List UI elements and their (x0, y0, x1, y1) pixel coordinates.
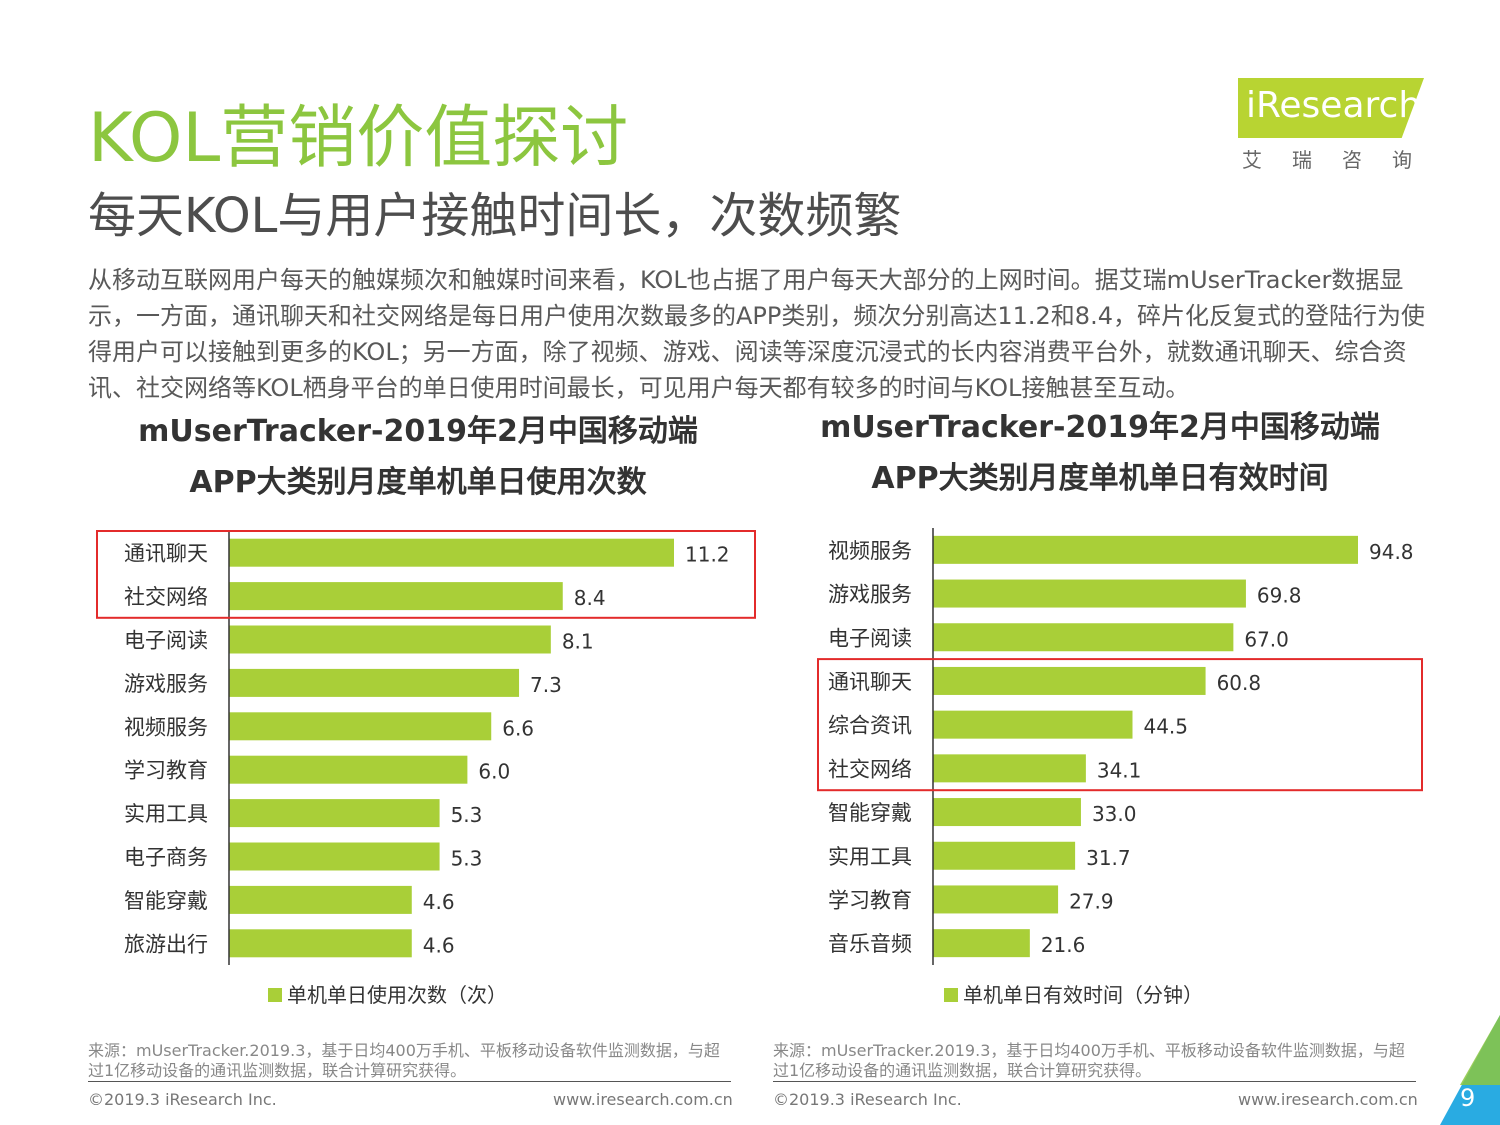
chart-2-bar (933, 623, 1234, 652)
chart-1-category-label: 智能穿戴 (124, 889, 208, 913)
website-left: www.iresearch.com.cn (553, 1090, 733, 1109)
chart-2-category-label: 实用工具 (828, 845, 912, 869)
chart-1-bar (229, 842, 440, 871)
chart-1-highlight-box (96, 530, 756, 619)
chart-2-bar (933, 798, 1081, 827)
chart-2-value-label: 67.0 (1244, 627, 1289, 651)
chart-2-bar (933, 754, 1086, 783)
chart-2-title-line1: mUserTracker-2019年2月中国移动端 (820, 410, 1380, 445)
chart-1-bar (229, 668, 520, 697)
chart-2-category-label: 电子阅读 (828, 626, 912, 650)
chart-1-bar (229, 538, 674, 567)
chart-1-title-line2: APP大类别月度单机单日使用次数 (189, 465, 647, 500)
chart-2-highlight-box (817, 658, 1423, 792)
chart-2-value-label: 31.7 (1086, 846, 1131, 870)
logo-banner (1238, 78, 1424, 138)
logo-subtext: 艾瑞咨询 (1242, 148, 1442, 172)
chart-1-source: 来源：mUserTracker.2019.3，基于日均400万手机、平板移动设备… (88, 1041, 720, 1080)
chart-1-category-label: 旅游出行 (124, 932, 208, 956)
chart-2-legend-swatch (944, 988, 958, 1002)
chart-1-category-label: 通讯聊天 (124, 542, 208, 566)
chart-2-category-label: 音乐音频 (828, 932, 912, 956)
chart-1-value-label: 8.4 (574, 586, 606, 610)
chart-2-category-label: 通讯聊天 (828, 670, 912, 694)
chart-2-category-label: 社交网络 (828, 757, 912, 781)
chart-2-value-label: 34.1 (1097, 758, 1142, 782)
chart-2-value-label: 21.6 (1041, 933, 1086, 957)
chart-2-bar (933, 929, 1030, 958)
chart-2-value-label: 33.0 (1092, 802, 1137, 826)
chart-1-category-label: 社交网络 (124, 585, 208, 609)
chart-2-bar (933, 666, 1206, 695)
chart-2-category-label: 综合资讯 (828, 714, 912, 738)
chart-2-value-label: 60.8 (1217, 671, 1262, 695)
chart-2-category-label: 智能穿戴 (828, 801, 912, 825)
chart-1-value-label: 8.1 (562, 630, 594, 654)
chart-2-legend-label: 单机单日有效时间（分钟） (963, 983, 1203, 1007)
chart-1-value-label: 6.0 (478, 760, 510, 784)
chart-2-value-label: 27.9 (1069, 889, 1114, 913)
chart-1-category-label: 学习教育 (124, 759, 208, 783)
chart-2-value-label: 94.8 (1369, 540, 1414, 564)
intro-paragraph: 从移动互联网用户每天的触媒频次和触媒时间来看，KOL也占据了用户每天大部分的上网… (88, 266, 1425, 402)
chart-2-title-line2: APP大类别月度单机单日有效时间 (871, 461, 1329, 496)
chart-2-category-label: 游戏服务 (828, 583, 912, 607)
chart-1-value-label: 11.2 (685, 543, 730, 567)
chart-1-category-label: 电子阅读 (124, 629, 208, 653)
copyright-right: ©2019.3 iResearch Inc. (773, 1090, 962, 1109)
chart-1-category-label: 视频服务 (124, 715, 208, 739)
footer-divider-right (773, 1081, 1416, 1082)
corner-decoration (1440, 1015, 1500, 1125)
chart-1-title-line1: mUserTracker-2019年2月中国移动端 (138, 414, 698, 449)
chart-1-legend-label: 单机单日使用次数（次） (287, 983, 507, 1007)
chart-1-bar (229, 625, 551, 654)
page-subtitle: 每天KOL与用户接触时间长，次数频繁 (88, 188, 902, 244)
chart-1-category-label: 游戏服务 (124, 672, 208, 696)
chart-2-bar (933, 841, 1076, 870)
chart-2-bar (933, 579, 1246, 608)
chart-2-source: 来源：mUserTracker.2019.3，基于日均400万手机、平板移动设备… (773, 1041, 1405, 1080)
chart-2-title: mUserTracker-2019年2月中国移动端 APP大类别月度单机单日有效… (770, 402, 1430, 504)
website-right: www.iresearch.com.cn (1238, 1090, 1418, 1109)
chart-1-value-label: 7.3 (530, 673, 562, 697)
chart-1-bar (229, 582, 563, 611)
page-title: KOL营销价值探讨 (88, 99, 629, 178)
logo-text: iResearch (1246, 85, 1422, 126)
chart-1-bar (229, 929, 412, 958)
chart-1-value-label: 4.6 (423, 890, 455, 914)
chart-1-bar (229, 885, 412, 914)
footer-divider-left (88, 1081, 731, 1082)
chart-1-title: mUserTracker-2019年2月中国移动端 APP大类别月度单机单日使用… (88, 406, 748, 508)
page-number: 9 (1460, 1084, 1476, 1112)
chart-2-bar (933, 710, 1133, 739)
chart-1-category-label: 电子商务 (124, 846, 208, 870)
chart-1-value-label: 6.6 (502, 716, 534, 740)
chart-1-value-label: 5.3 (451, 803, 483, 827)
chart-2-bar (933, 885, 1059, 914)
chart-2-value-label: 44.5 (1143, 715, 1188, 739)
chart-2-bar (933, 535, 1358, 564)
chart-1-legend-swatch (268, 988, 282, 1002)
chart-2-value-label: 69.8 (1257, 584, 1302, 608)
chart-1-bar (229, 755, 468, 784)
chart-1-bar (229, 712, 492, 741)
chart-2-category-label: 学习教育 (828, 888, 912, 912)
copyright-left: ©2019.3 iResearch Inc. (88, 1090, 277, 1109)
chart-2-category-label: 视频服务 (828, 539, 912, 563)
chart-1-category-label: 实用工具 (124, 802, 208, 826)
chart-1-value-label: 5.3 (451, 847, 483, 871)
iresearch-logo: iResearch 艾瑞咨询 (1238, 78, 1428, 174)
chart-1-bar (229, 799, 440, 828)
chart-1-value-label: 4.6 (423, 933, 455, 957)
